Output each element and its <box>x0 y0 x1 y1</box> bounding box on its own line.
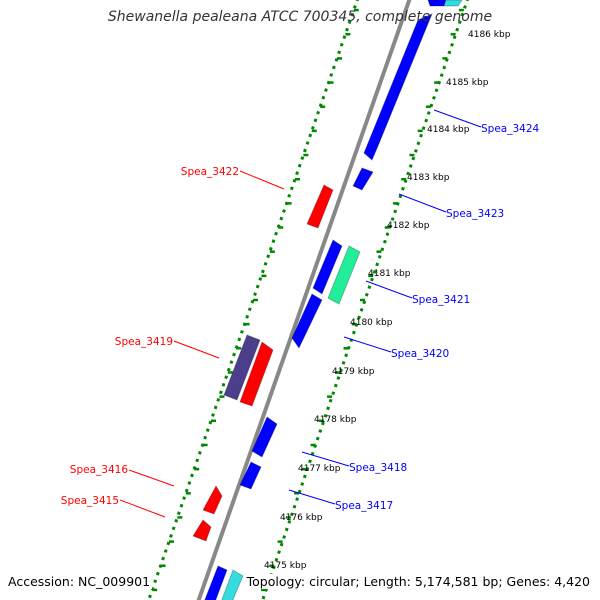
map-title: Shewanella pealeana ATCC 700345, complet… <box>107 9 493 25</box>
tick-label: 4182 kbp <box>387 221 430 231</box>
gene-label-spea-3424[interactable]: Spea_3424 <box>481 123 540 135</box>
gene-label-spea-3419[interactable]: Spea_3419 <box>115 336 173 348</box>
outer-tick-marks <box>152 8 359 592</box>
topology-label: Topology: circular; Length: 5,174,581 bp… <box>244 574 592 589</box>
gene-spea-3416-arrow[interactable] <box>202 484 223 515</box>
inner-dotted-track <box>261 0 469 600</box>
gene-features <box>192 0 463 600</box>
gene-bottom-fwd-arrow[interactable] <box>204 565 228 600</box>
gene-label-spea-3416[interactable]: Spea_3416 <box>70 464 129 476</box>
gene-spea-3418-arrow[interactable] <box>251 416 278 458</box>
gene-spea-3421-arrow[interactable] <box>312 239 343 295</box>
gene-bottom-trna[interactable] <box>221 569 244 600</box>
tick-label: 4178 kbp <box>314 415 357 425</box>
gene-label-spea-3421[interactable]: Spea_3421 <box>412 294 470 306</box>
tick-label: 4183 kbp <box>407 173 450 183</box>
gene-label-spea-3418[interactable]: Spea_3418 <box>349 462 407 474</box>
accession-label: Accession: NC_009901 <box>6 574 153 589</box>
tick-label: 4175 kbp <box>264 561 307 571</box>
gene-label-spea-3422[interactable]: Spea_3422 <box>181 166 239 178</box>
tick-label: 4184 kbp <box>427 125 470 135</box>
gene-spea-3424-arrow[interactable] <box>363 13 433 161</box>
gene-labels: Spea_3424 Spea_3423 Spea_3421 Spea_3420 … <box>61 123 540 512</box>
tick-label: 4176 kbp <box>280 513 323 523</box>
label-leader-lines <box>119 109 482 518</box>
tick-label: 4186 kbp <box>468 30 511 40</box>
gene-label-spea-3420[interactable]: Spea_3420 <box>391 348 449 360</box>
tick-label: 4185 kbp <box>446 78 489 88</box>
tick-label: 4177 kbp <box>298 464 341 474</box>
gene-top-trna[interactable] <box>443 0 463 7</box>
genome-backbone <box>196 0 412 600</box>
gene-spea-3419-arrow[interactable] <box>239 341 274 407</box>
outer-dotted-track <box>147 0 359 600</box>
gene-spea-3417-arrow[interactable] <box>239 461 262 490</box>
gene-spea-3420-arrow[interactable] <box>291 293 323 349</box>
gene-label-spea-3417[interactable]: Spea_3417 <box>335 500 393 512</box>
tick-label: 4181 kbp <box>368 269 411 279</box>
gene-spea-3423-arrow[interactable] <box>352 167 374 191</box>
tick-label: 4179 kbp <box>332 367 375 377</box>
gene-spea-3419-dark[interactable] <box>223 334 261 401</box>
gene-label-spea-3423[interactable]: Spea_3423 <box>446 208 504 220</box>
gene-label-spea-3415[interactable]: Spea_3415 <box>61 495 119 507</box>
tick-labels: 4186 kbp 4185 kbp 4184 kbp 4183 kbp 4182… <box>264 30 511 571</box>
tick-label: 4180 kbp <box>350 318 393 328</box>
gene-top-fwd-arrow[interactable] <box>427 0 447 7</box>
gene-spea-3415-arrow[interactable] <box>192 519 212 542</box>
gene-rrna[interactable] <box>327 245 361 305</box>
gene-spea-3422-arrow[interactable] <box>306 184 334 229</box>
